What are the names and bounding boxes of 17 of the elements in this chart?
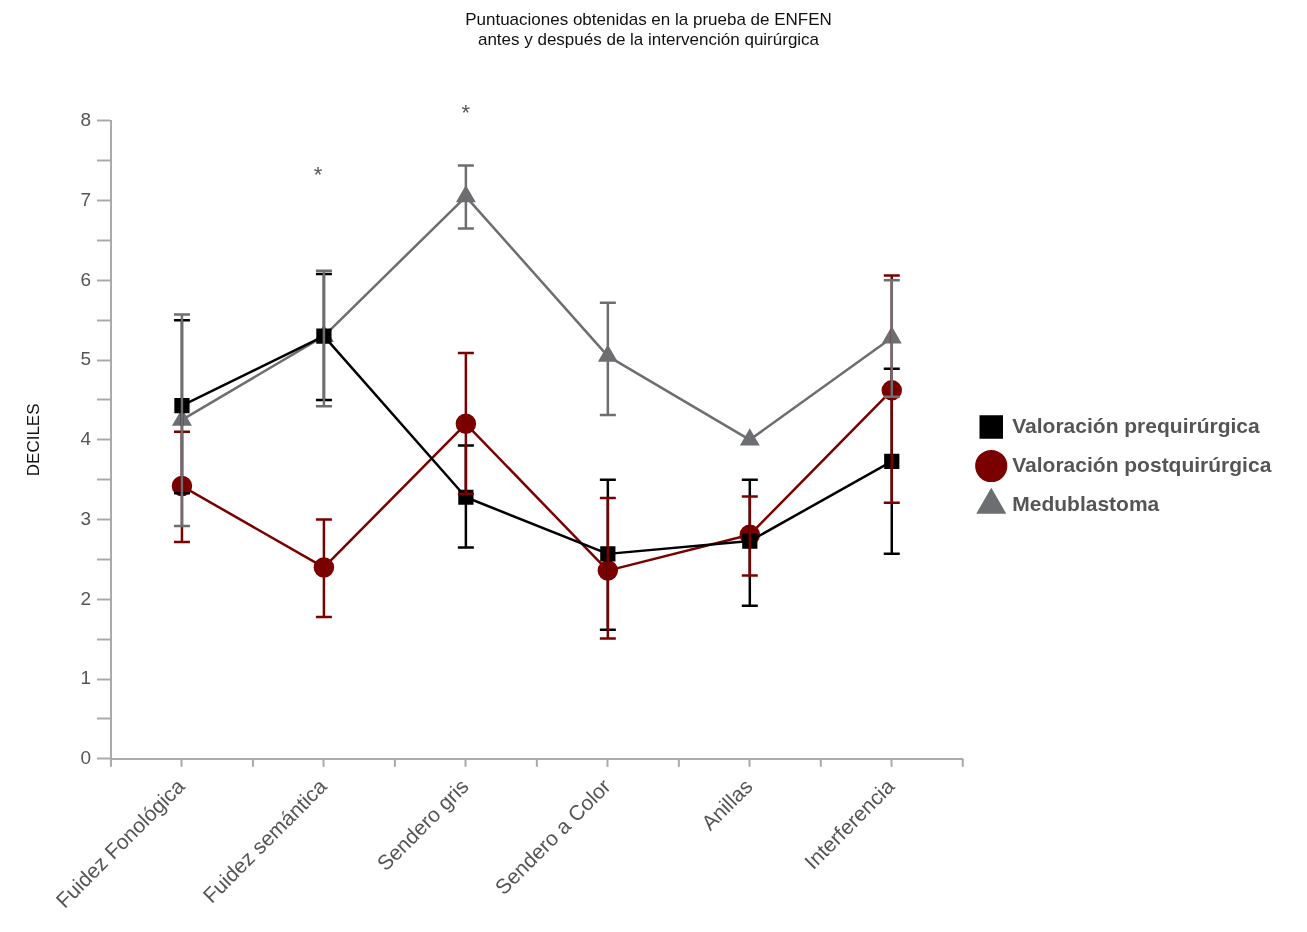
legend-label: Valoración postquirúrgica <box>1012 452 1272 476</box>
y-tick-label: 3 <box>80 507 91 529</box>
y-tick-label: 2 <box>80 587 91 609</box>
y-tick-label: 6 <box>80 268 91 290</box>
y-tick-label: 0 <box>80 747 91 769</box>
annotation: * <box>461 99 471 125</box>
y-tick-label: 5 <box>80 348 91 370</box>
legend-label: Valoración prequirúrgica <box>1012 413 1260 437</box>
legend-label: Medublastoma <box>1012 491 1160 515</box>
chart-title: Puntuaciones obtenidas en la prueba de ENFEN antes y después de la intervención quirúrgica <box>465 9 832 50</box>
y-tick-label: 1 <box>80 667 91 689</box>
y-tick-label: 7 <box>80 188 91 210</box>
y-tick-label: 4 <box>80 428 92 450</box>
annotation: * <box>313 161 323 187</box>
y-tick-label: 8 <box>80 109 91 131</box>
y-axis-title: DECILES <box>23 403 43 477</box>
point <box>740 429 759 446</box>
